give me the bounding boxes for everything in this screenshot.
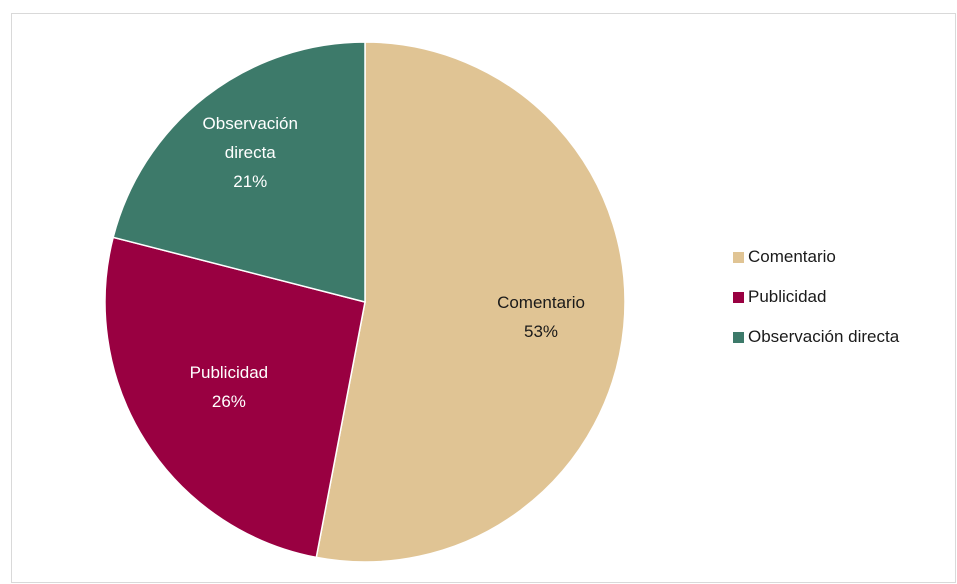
data-label-percent: 21%	[233, 173, 267, 192]
data-label-comentario: Comentario 53%	[497, 294, 585, 342]
legend-label-publicidad: Publicidad	[748, 287, 827, 306]
data-label-name: directa	[225, 144, 277, 163]
data-label-name: Observación	[203, 115, 298, 134]
pie-slice-observaci-n-directa	[112, 41, 366, 303]
legend-item-comentario: Comentario	[733, 246, 899, 268]
legend-swatch-comentario	[733, 251, 744, 263]
legend-item-observacion-directa: Observación directa	[733, 326, 899, 348]
legend-item-publicidad: Publicidad	[733, 286, 899, 308]
legend-label-observacion-directa: Observación directa	[748, 327, 900, 346]
legend: Comentario Publicidad Observación direct…	[733, 246, 899, 366]
data-label-publicidad: Publicidad 26%	[190, 363, 268, 411]
legend-swatch-publicidad	[733, 291, 744, 303]
pie-slice-comentario	[315, 41, 626, 563]
data-label-name: Publicidad	[190, 363, 268, 382]
data-label-observaci-n-directa: Observación directa 21%	[203, 115, 298, 192]
legend-swatch-observacion-directa	[733, 331, 744, 343]
data-label-name: Comentario	[497, 294, 585, 313]
legend-label-comentario: Comentario	[748, 247, 836, 266]
data-label-percent: 53%	[524, 323, 558, 342]
pie-slice-publicidad	[104, 236, 366, 559]
data-label-percent: 26%	[212, 392, 246, 411]
